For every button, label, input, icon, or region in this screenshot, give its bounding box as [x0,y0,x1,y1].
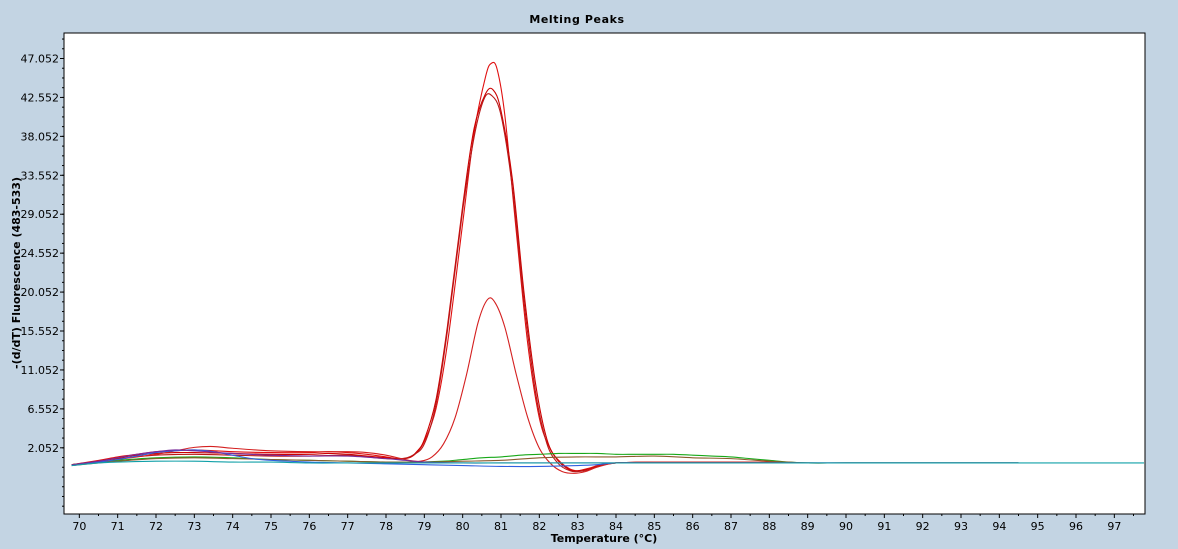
series-layer [71,61,1144,474]
x-tick-label: 96 [1069,520,1083,533]
chart-title: Melting Peaks [529,13,624,26]
y-tick-label: 47.052 [21,53,60,66]
x-tick-label: 91 [877,520,891,533]
x-tick-label: 77 [341,520,355,533]
x-tick-label: 97 [1107,520,1121,533]
x-tick-label: 74 [226,520,240,533]
x-tick-label: 85 [647,520,661,533]
y-axis-ticks: 2.052 6.552 11.052 15.552 20.052 24.552 29.052… [21,38,64,507]
y-tick-label: 24.552 [21,247,60,260]
x-tick-label: 83 [571,520,585,533]
y-tick-label: 6.552 [28,403,60,416]
x-tick-label: 95 [1031,520,1045,533]
x-axis-ticks: 70 71 72 73 74 75 76 77 78 79 80 81 82 83 84 85 86 87 88 89… [72,514,1134,533]
plot-area [63,32,1146,515]
x-tick-label: 93 [954,520,968,533]
x-tick-label: 81 [494,520,508,533]
y-tick-label: 33.552 [21,169,60,182]
x-tick-label: 87 [724,520,738,533]
y-tick-label: 20.052 [21,286,60,299]
series-line-1 [71,61,789,472]
x-tick-label: 71 [111,520,125,533]
series-line-4 [71,297,789,474]
x-tick-label: 75 [264,520,278,533]
y-tick-label: 11.052 [21,364,60,377]
x-tick-label: 92 [916,520,930,533]
x-tick-label: 79 [417,520,431,533]
y-axis-label: -(d/dT) Fluorescence (483-533) [10,177,23,369]
x-tick-label: 73 [187,520,201,533]
x-tick-label: 76 [302,520,316,533]
y-tick-label: 2.052 [28,442,60,455]
x-tick-label: 86 [686,520,700,533]
x-tick-label: 82 [532,520,546,533]
x-tick-label: 88 [762,520,776,533]
x-tick-label: 90 [839,520,853,533]
x-axis-label: Temperature (°C) [551,532,658,545]
x-tick-label: 84 [609,520,623,533]
y-tick-label: 15.552 [21,325,60,338]
x-tick-label: 78 [379,520,393,533]
x-tick-label: 72 [149,520,163,533]
series-line-9 [71,460,1144,467]
plot-series-area [71,61,1144,474]
x-tick-label: 89 [801,520,815,533]
y-tick-label: 29.052 [21,208,60,221]
y-tick-label: 38.052 [21,130,60,143]
y-tick-label: 42.552 [21,91,60,104]
x-tick-label: 80 [456,520,470,533]
x-tick-label: 70 [72,520,86,533]
x-tick-label: 94 [992,520,1006,533]
